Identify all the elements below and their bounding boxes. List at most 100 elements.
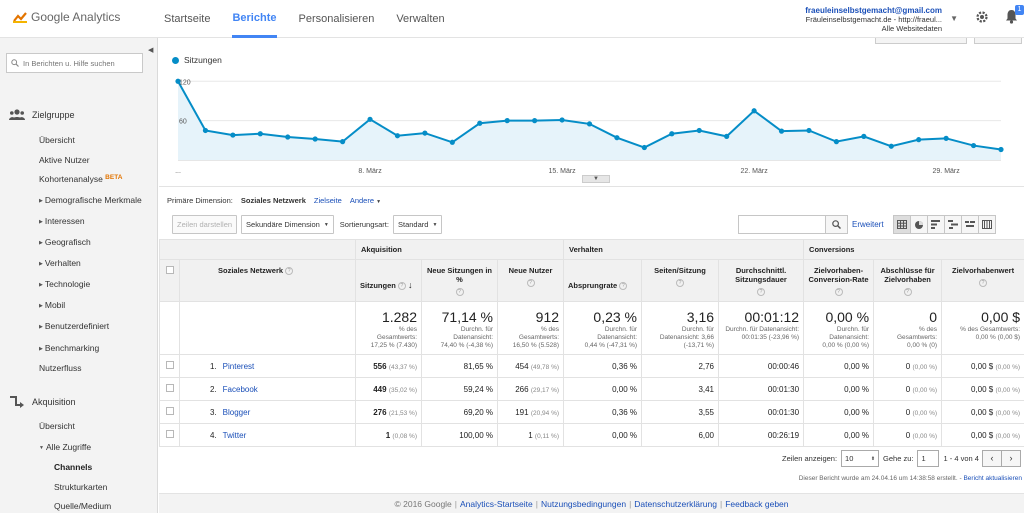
search-input[interactable] bbox=[23, 58, 141, 68]
chart-resize-handle[interactable]: ▼ bbox=[582, 175, 610, 183]
footer-link-startseite[interactable]: Analytics-Startseite bbox=[460, 499, 533, 509]
row-link-facebook[interactable]: Facebook bbox=[222, 384, 258, 394]
help-icon[interactable]: ? bbox=[834, 288, 843, 297]
sidebar-item-benutzerdefiniert[interactable]: ▶ Benutzerdefiniert bbox=[39, 321, 109, 331]
sidebar-item-alle-zugriffe[interactable]: ▼ Alle Zugriffe bbox=[39, 442, 91, 452]
sidebar-item-technologie[interactable]: ▶ Technologie bbox=[39, 279, 90, 289]
header-conversion-rate[interactable]: Zielvorhaben-Conversion-Rate? bbox=[803, 259, 875, 302]
dimension-link-zielseite[interactable]: Zielseite bbox=[313, 196, 342, 205]
sidebar-item-benchmarking[interactable]: ▶ Benchmarking bbox=[39, 343, 99, 353]
account-selector[interactable]: fraeuleinselbstgemacht@gmail.com Fräulei… bbox=[805, 6, 942, 33]
people-icon bbox=[9, 109, 25, 120]
sidebar-item-interessen[interactable]: ▶ Interessen bbox=[39, 216, 85, 226]
table-search-input[interactable] bbox=[738, 215, 826, 234]
header-zielvorhabenwert[interactable]: Zielvorhabenwert? bbox=[941, 259, 1024, 302]
header-sitzungen[interactable]: Sitzungen ? ↓ bbox=[355, 259, 422, 302]
row-link-twitter[interactable]: Twitter bbox=[222, 430, 247, 440]
sidebar-item-kohortenanalyse[interactable]: Kohortenanalyse BETA bbox=[39, 174, 122, 184]
sidebar-search[interactable] bbox=[6, 53, 143, 73]
sidebar-section-akquisition[interactable]: Akquisition bbox=[9, 395, 76, 408]
table-row[interactable]: 1. Pinterest 556 (43,37 %) 81,65 % 454 (49,7… bbox=[159, 354, 1024, 378]
row-checkbox[interactable] bbox=[166, 407, 174, 415]
date-range-control[interactable] bbox=[875, 38, 967, 44]
help-icon[interactable]: ? bbox=[757, 288, 766, 297]
footer-link-datenschutz[interactable]: Datenschutzerklärung bbox=[634, 499, 717, 509]
header-soziales-netzwerk[interactable]: Soziales Netzwerk ? bbox=[179, 259, 356, 302]
prev-page-button[interactable]: ‹ bbox=[981, 450, 1002, 467]
sidebar-item-demografische-merkmale[interactable]: ▶ Demografische Merkmale bbox=[39, 195, 142, 205]
sidebar-item-uebersicht[interactable]: Übersicht bbox=[39, 135, 75, 145]
help-icon[interactable]: ? bbox=[285, 267, 294, 276]
sidebar-item-verhalten[interactable]: ▶ Verhalten bbox=[39, 258, 81, 268]
header-absprungrate[interactable]: Absprungrate ? bbox=[563, 259, 643, 302]
refresh-report-link[interactable]: Bericht aktualisieren bbox=[963, 475, 1022, 482]
row-checkbox[interactable] bbox=[166, 384, 174, 392]
table-row[interactable]: 2. Facebook 449 (35,02 %) 59,24 % 266 (29,17… bbox=[159, 377, 1024, 401]
advanced-filter-link[interactable]: Erweitert bbox=[852, 220, 884, 229]
sidebar-item-mobil[interactable]: ▶ Mobil bbox=[39, 300, 65, 310]
help-icon[interactable]: ? bbox=[676, 279, 685, 288]
table-search-button[interactable] bbox=[826, 215, 848, 234]
row-checkbox[interactable] bbox=[166, 430, 174, 438]
cell-value: 3,55 bbox=[698, 407, 715, 417]
collapse-sidebar-icon[interactable]: ◀ bbox=[148, 47, 154, 54]
cell-value: 556 bbox=[373, 361, 387, 371]
tab-startseite[interactable]: Startseite bbox=[164, 13, 211, 25]
sort-type-dropdown[interactable]: Standard ▼ bbox=[392, 215, 443, 234]
sidebar-section-zielgruppe[interactable]: Zielgruppe bbox=[9, 109, 75, 120]
header-seiten-sitzung[interactable]: Seiten/Sitzung? bbox=[641, 259, 720, 302]
view-term-cloud-button[interactable] bbox=[961, 215, 979, 234]
gear-icon[interactable] bbox=[975, 10, 989, 24]
footer-link-nutzungsbedingungen[interactable]: Nutzungsbedingungen bbox=[540, 499, 627, 509]
rows-per-page-select[interactable]: 10 ⬍ bbox=[841, 450, 880, 467]
view-pivot-button[interactable] bbox=[978, 215, 996, 234]
sidebar-item-channels[interactable]: Channels bbox=[54, 462, 93, 472]
primary-dimension-current[interactable]: Soziales Netzwerk bbox=[240, 196, 306, 205]
chart-options-control[interactable] bbox=[974, 38, 1022, 44]
tab-personalisieren[interactable]: Personalisieren bbox=[298, 13, 375, 25]
table-row[interactable]: 4. Twitter 1 (0,08 %) 100,00 % 1 (0,11 %) 0,0… bbox=[159, 423, 1024, 447]
row-link-blogger[interactable]: Blogger bbox=[222, 407, 251, 417]
help-icon[interactable]: ? bbox=[619, 282, 628, 291]
sidebar-item-akq-uebersicht[interactable]: Übersicht bbox=[39, 421, 75, 431]
tab-verwalten[interactable]: Verwalten bbox=[396, 13, 445, 25]
sidebar-item-nutzerfluss[interactable]: Nutzerfluss bbox=[39, 363, 82, 373]
help-icon[interactable]: ? bbox=[397, 282, 406, 291]
sidebar-item-strukturkarten[interactable]: Strukturkarten bbox=[54, 482, 108, 492]
dimension-link-andere[interactable]: Andere ▼ bbox=[350, 196, 381, 205]
sidebar-item-quelle-medium[interactable]: Quelle/Medium bbox=[54, 501, 112, 511]
header-neue-sitzungen[interactable]: Neue Sitzungen in %? bbox=[421, 259, 498, 302]
chart-legend[interactable]: Sitzungen bbox=[172, 55, 222, 65]
view-comparison-button[interactable] bbox=[944, 215, 962, 234]
row-checkbox[interactable] bbox=[166, 361, 174, 369]
cell-pages: 6,00 bbox=[641, 423, 720, 447]
top-bar: Google Analytics Startseite Berichte Per… bbox=[0, 0, 1024, 38]
show-rows-button[interactable]: Zeilen darstellen bbox=[172, 215, 238, 234]
view-pie-button[interactable] bbox=[910, 215, 928, 234]
tab-berichte[interactable]: Berichte bbox=[232, 0, 277, 38]
help-icon[interactable]: ? bbox=[979, 279, 988, 288]
secondary-dimension-dropdown[interactable]: Sekundäre Dimension ▼ bbox=[241, 215, 334, 234]
footer-link-feedback[interactable]: Feedback geben bbox=[725, 499, 789, 509]
cloud-icon bbox=[965, 221, 975, 227]
table-row[interactable]: 3. Blogger 276 (21,53 %) 69,20 % 191 (20,94 … bbox=[159, 400, 1024, 424]
view-performance-button[interactable] bbox=[927, 215, 945, 234]
header-sitzungsdauer[interactable]: Durchschnittl. Sitzungsdauer? bbox=[718, 259, 805, 302]
help-icon[interactable]: ? bbox=[526, 279, 535, 288]
view-table-button[interactable] bbox=[893, 215, 911, 234]
goto-page-input[interactable]: 1 bbox=[917, 450, 940, 467]
header-abschluesse[interactable]: Abschlüsse für Zielvorhaben? bbox=[873, 259, 943, 302]
help-icon[interactable]: ? bbox=[455, 288, 464, 297]
chevron-down-icon[interactable]: ▼ bbox=[950, 14, 958, 23]
account-email: fraeuleinselbstgemacht@gmail.com bbox=[805, 6, 942, 15]
sessions-line-chart[interactable]: 120 60... 8. März 15. März 22. März 29. März bbox=[159, 70, 1024, 180]
select-all-checkbox[interactable] bbox=[166, 266, 174, 274]
next-page-button[interactable]: › bbox=[1000, 450, 1021, 467]
row-link-pinterest[interactable]: Pinterest bbox=[222, 361, 255, 371]
header-neue-nutzer[interactable]: Neue Nutzer? bbox=[496, 259, 565, 302]
sidebar-item-geografisch[interactable]: ▶ Geografisch bbox=[39, 237, 91, 247]
bell-icon[interactable] bbox=[1005, 9, 1018, 24]
sidebar-item-aktive-nutzer[interactable]: Aktive Nutzer bbox=[39, 155, 90, 165]
logo[interactable]: Google Analytics bbox=[13, 10, 120, 24]
help-icon[interactable]: ? bbox=[903, 288, 912, 297]
